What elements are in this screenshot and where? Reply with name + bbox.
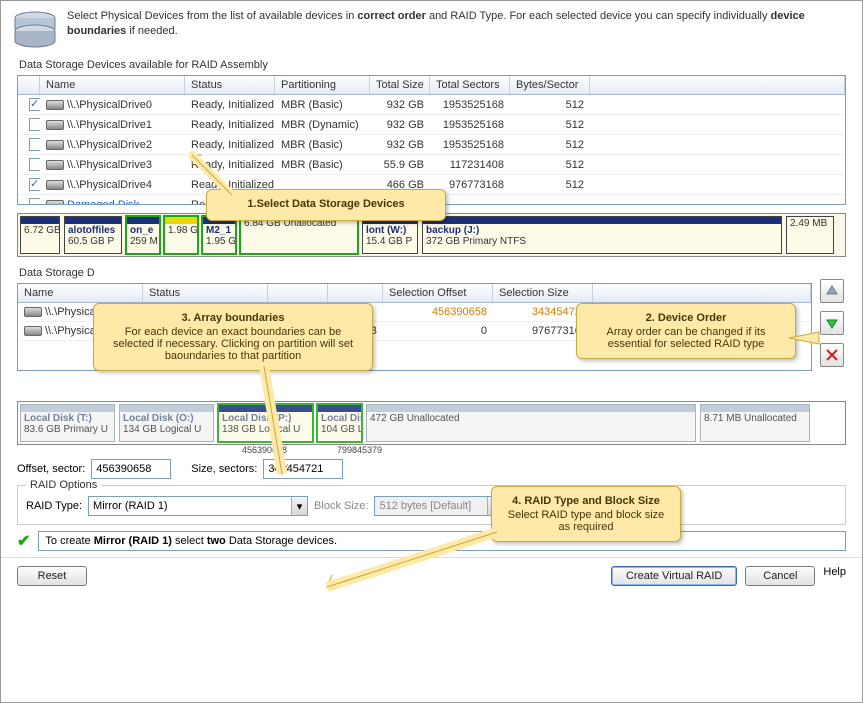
partition-block[interactable]: lont (W:)15.4 GB P	[362, 216, 418, 254]
partition-block[interactable]: backup (J:)372 GB Primary NTFS	[422, 216, 782, 254]
partition-block[interactable]: Local Disk (T:)83.6 GB Primary U	[20, 404, 115, 442]
callout-3: 3. Array boundaries For each device an e…	[93, 303, 373, 371]
offset-tick-right: 799845379	[337, 445, 382, 455]
callout-2: 2. Device Order Array order can be chang…	[576, 303, 796, 359]
drive-icon	[46, 180, 64, 190]
available-devices-grid: NameStatusPartitioningTotal SizeTotal Se…	[17, 75, 846, 205]
chevron-down-icon: ▾	[291, 497, 307, 515]
partition-block[interactable]: alotoffiles60.5 GB P	[64, 216, 122, 254]
remove-button[interactable]	[820, 343, 844, 367]
row-checkbox[interactable]	[29, 158, 40, 171]
check-icon: ✔	[17, 531, 30, 551]
raid-options-label: RAID Options	[26, 479, 101, 491]
disk-stack-icon	[11, 9, 59, 49]
row-checkbox[interactable]	[29, 138, 40, 151]
drive-icon	[24, 326, 42, 336]
block-size-combo: 512 bytes [Default]▾	[374, 496, 504, 516]
partition-block[interactable]: 472 GB Unallocated	[366, 404, 696, 442]
cancel-button[interactable]: Cancel	[745, 566, 815, 586]
partition-block[interactable]: 8.71 MB Unallocated	[700, 404, 810, 442]
create-virtual-raid-button[interactable]: Create Virtual RAID	[611, 566, 737, 586]
available-devices-label: Data Storage Devices available for RAID …	[1, 55, 862, 75]
move-up-button[interactable]	[820, 279, 844, 303]
drive-icon	[46, 120, 64, 130]
table-row[interactable]: \\.\PhysicalDrive3 Ready, Initialized MB…	[18, 155, 845, 175]
selected-devices-label: Data Storage D	[1, 261, 862, 283]
partition-block[interactable]: on_e259 M	[126, 216, 160, 254]
partition-block[interactable]: 6.84 GB Unallocated	[240, 216, 358, 254]
partition-block[interactable]: M2_11.95 G	[202, 216, 236, 254]
partition-block[interactable]: Local Disk (O:)134 GB Logical U	[119, 404, 214, 442]
raid-type-label: RAID Type:	[26, 500, 82, 512]
partition-strip-selected[interactable]: Local Disk (T:)83.6 GB Primary U Local D…	[17, 401, 846, 445]
raid-options-fieldset: RAID Options RAID Type: Mirror (RAID 1)▾…	[17, 485, 846, 525]
row-checkbox[interactable]	[29, 198, 40, 205]
raid-type-combo[interactable]: Mirror (RAID 1)▾	[88, 496, 308, 516]
row-checkbox[interactable]	[29, 118, 40, 131]
offset-size-row: Offset, sector: Size, sectors:	[17, 459, 846, 479]
partition-block[interactable]: 1.98 G	[164, 216, 198, 254]
block-size-label: Block Size:	[314, 500, 368, 512]
offset-label: Offset, sector:	[17, 463, 85, 475]
callout-1: 1.Select Data Storage Devices	[206, 189, 446, 221]
partition-block[interactable]: Local Disk (R:)104 GB Logical U	[317, 404, 362, 442]
header-text: Select Physical Devices from the list of…	[67, 9, 852, 49]
offset-input[interactable]	[91, 459, 171, 479]
size-label: Size, sectors:	[191, 463, 257, 475]
row-checkbox[interactable]	[29, 178, 40, 191]
row-checkbox[interactable]	[29, 98, 40, 111]
drive-icon	[24, 307, 42, 317]
reset-button[interactable]: Reset	[17, 566, 87, 586]
table-row[interactable]: \\.\PhysicalDrive1 Ready, Initialized MB…	[18, 115, 845, 135]
drive-icon	[46, 200, 64, 205]
drive-icon	[46, 100, 64, 110]
header: Select Physical Devices from the list of…	[1, 1, 862, 55]
partition-block[interactable]: 2.49 MB	[786, 216, 834, 254]
callout-4: 4. RAID Type and Block Size Select RAID …	[491, 486, 681, 542]
table-row[interactable]: \\.\PhysicalDrive2 Ready, Initialized MB…	[18, 135, 845, 155]
partition-block[interactable]: 6.72 GB	[20, 216, 60, 254]
help-button[interactable]: Help	[823, 566, 846, 586]
table-row[interactable]: \\.\PhysicalDrive0 Ready, Initialized MB…	[18, 95, 845, 115]
drive-icon	[46, 140, 64, 150]
move-down-button[interactable]	[820, 311, 844, 335]
drive-icon	[46, 160, 64, 170]
